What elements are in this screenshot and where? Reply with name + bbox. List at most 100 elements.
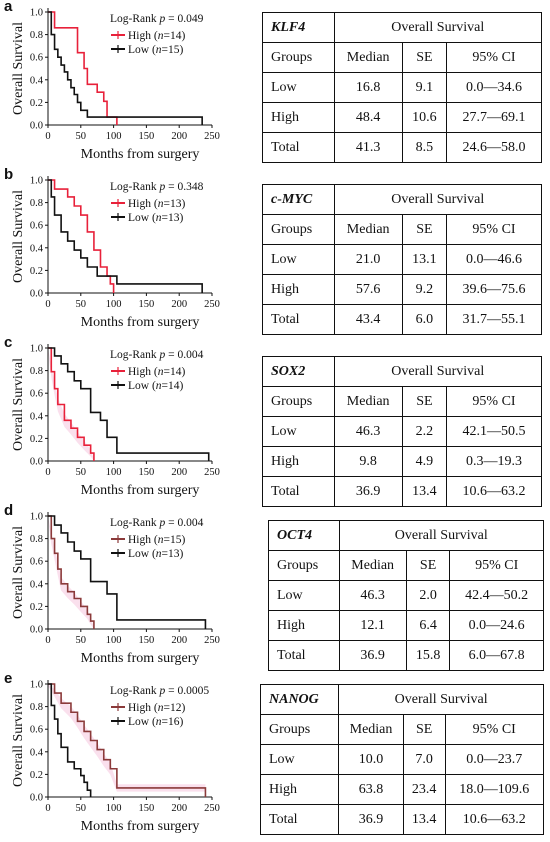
x-tick-label: 200 xyxy=(171,299,187,310)
x-tick-label: 100 xyxy=(106,299,122,310)
table-cell: 10.6—63.2 xyxy=(446,476,542,507)
table-cell: 42.1—50.5 xyxy=(446,416,542,447)
y-tick-label: 0.6 xyxy=(30,221,43,232)
km-plot-c: 0.0 0.2 0.4 0.6 0.8 1.0 0 50 100 150 200 250 Months … xyxy=(11,344,220,499)
x-tick-label: 250 xyxy=(204,467,220,478)
col-header: SE xyxy=(401,42,448,73)
gene-name: c-MYC xyxy=(262,184,335,215)
legend-label: Low (n=14) xyxy=(128,380,184,392)
x-tick-label: 150 xyxy=(139,467,155,478)
km-plot-d: 0.0 0.2 0.4 0.6 0.8 1.0 0 50 100 150 200 250 Months … xyxy=(11,512,220,667)
y-axis-label: Overall Survival xyxy=(11,358,26,451)
table-row: High 57.6 9.2 39.6—75.6 xyxy=(262,274,542,305)
table-row: Low 46.3 2.0 42.4—50.2 xyxy=(268,580,544,611)
panel-label: c xyxy=(4,334,13,351)
log-rank-annotation: Log-Rank p = 0.004 xyxy=(110,517,204,529)
x-tick-label: 0 xyxy=(45,635,50,646)
x-tick-label: 0 xyxy=(45,299,50,310)
y-tick-label: 0.4 xyxy=(30,747,44,758)
col-header: Median xyxy=(333,42,403,73)
table-row: Low 16.8 9.1 0.0—34.6 xyxy=(262,72,542,103)
table-cell: 6.0 xyxy=(401,304,448,335)
table-cell: 13.4 xyxy=(401,476,448,507)
x-tick-label: 200 xyxy=(171,467,187,478)
table-cell: High xyxy=(262,274,335,305)
panel-d: d 0.0 0.2 0.4 0.6 0.8 1.0 0 50 100 150 200 250 Month… xyxy=(0,502,550,672)
table-cell: 42.4—50.2 xyxy=(449,580,544,611)
col-header: Median xyxy=(338,550,407,581)
col-header: SE xyxy=(401,214,448,245)
table-row: Total 36.9 13.4 10.6—63.2 xyxy=(259,804,545,835)
legend-label: Low (n=15) xyxy=(128,44,184,56)
y-tick-label: 1.0 xyxy=(30,344,43,355)
table-row: High 12.1 6.4 0.0—24.6 xyxy=(268,610,544,641)
survival-table-d: OCT4 Overall Survival Groups Median SE 9… xyxy=(268,520,545,671)
y-tick-label: 0.0 xyxy=(30,121,43,132)
table-cell: 10.6—63.2 xyxy=(444,804,545,835)
x-tick-label: 150 xyxy=(139,299,155,310)
table-cell: 36.9 xyxy=(338,804,404,835)
table-cell: 13.1 xyxy=(401,244,448,275)
legend-label: High (n=14) xyxy=(128,366,185,378)
y-tick-label: 0.2 xyxy=(30,602,43,613)
legend-label: High (n=13) xyxy=(128,198,185,210)
survival-table-b: c-MYC Overall Survival Groups Median SE … xyxy=(262,184,543,335)
table-cell: High xyxy=(268,610,340,641)
x-tick-label: 0 xyxy=(45,131,50,142)
x-tick-label: 200 xyxy=(171,131,187,142)
table-cell: 57.6 xyxy=(333,274,403,305)
col-header: Groups xyxy=(262,42,335,73)
y-tick-label: 1.0 xyxy=(30,512,43,523)
y-tick-label: 0.8 xyxy=(30,30,43,41)
gene-name: SOX2 xyxy=(262,356,335,387)
legend-label: Low (n=13) xyxy=(128,548,184,560)
col-header: 95% CI xyxy=(446,214,542,245)
table-cell: Total xyxy=(268,640,340,671)
table-row: Low 46.3 2.2 42.1—50.5 xyxy=(262,416,542,447)
y-tick-label: 0.8 xyxy=(30,366,43,377)
gene-name: NANOG xyxy=(259,684,340,715)
y-tick-label: 1.0 xyxy=(30,8,43,19)
table-cell: 43.4 xyxy=(333,304,403,335)
km-plot-a: 0.0 0.2 0.4 0.6 0.8 1.0 0 50 100 150 200 250 Months … xyxy=(11,8,220,163)
x-tick-label: 0 xyxy=(45,467,50,478)
confidence-band xyxy=(48,348,94,461)
log-rank-annotation: Log-Rank p = 0.049 xyxy=(110,13,204,25)
table-cell: 10.6 xyxy=(401,102,448,133)
table-row: High 9.8 4.9 0.3—19.3 xyxy=(262,446,542,477)
table-cell: 2.2 xyxy=(401,416,448,447)
series-line xyxy=(48,347,210,461)
gene-name: KLF4 xyxy=(262,12,335,43)
x-tick-label: 250 xyxy=(204,131,220,142)
legend-label: Low (n=13) xyxy=(128,212,184,224)
x-axis-label: Months from surgery xyxy=(81,819,200,834)
series-line xyxy=(48,515,95,629)
table-header: Overall Survival xyxy=(333,184,543,215)
y-tick-label: 0.6 xyxy=(30,725,43,736)
y-tick-label: 1.0 xyxy=(30,176,43,187)
survival-table-a: KLF4 Overall Survival Groups Median SE 9… xyxy=(262,12,543,163)
col-header: 95% CI xyxy=(446,42,542,73)
log-rank-annotation: Log-Rank p = 0.0005 xyxy=(110,685,209,697)
survival-table-c: SOX2 Overall Survival Groups Median SE 9… xyxy=(262,356,543,507)
x-tick-label: 250 xyxy=(204,299,220,310)
table-cell: 0.0—24.6 xyxy=(449,610,544,641)
panel-label: d xyxy=(4,502,14,519)
table-cell: 0.3—19.3 xyxy=(446,446,542,477)
table-cell: 0.0—46.6 xyxy=(446,244,542,275)
y-axis-label: Overall Survival xyxy=(11,694,26,787)
y-tick-label: 0.4 xyxy=(30,579,44,590)
x-tick-label: 50 xyxy=(76,635,87,646)
col-header: Median xyxy=(338,714,404,745)
table-cell: Low xyxy=(259,744,340,775)
table-row: Total 36.9 15.8 6.0—67.8 xyxy=(268,640,544,671)
table-cell: 36.9 xyxy=(333,476,403,507)
table-cell: 27.7—69.1 xyxy=(446,102,542,133)
panel-e: e 0.0 0.2 0.4 0.6 0.8 1.0 0 50 100 150 200 250 Month… xyxy=(0,670,550,840)
y-axis-label: Overall Survival xyxy=(11,526,26,619)
series-line xyxy=(48,11,203,125)
x-tick-label: 200 xyxy=(171,803,187,814)
col-header: Median xyxy=(333,386,403,417)
table-cell: 12.1 xyxy=(338,610,407,641)
table-header: Overall Survival xyxy=(333,12,543,43)
